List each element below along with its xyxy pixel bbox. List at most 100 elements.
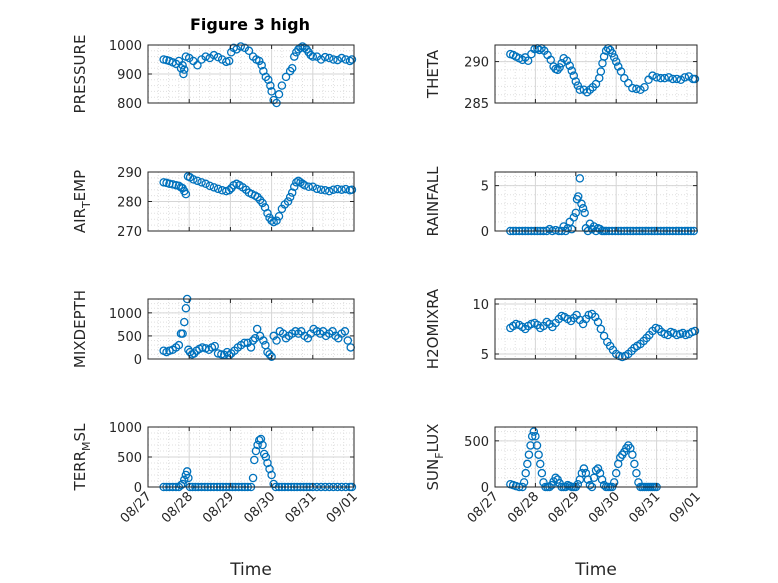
- data-point: [569, 213, 579, 222]
- data-point: [263, 209, 272, 218]
- y-axis-label: SUNFLUX: [424, 424, 446, 491]
- data-point: [523, 459, 532, 469]
- x-axis-label: Time: [229, 560, 272, 580]
- data-point: [616, 67, 626, 76]
- data-point: [320, 52, 330, 62]
- data-point: [578, 204, 588, 213]
- y-axis-label: H2OMIXRA: [424, 288, 442, 369]
- y-tick-label: 285: [464, 97, 489, 112]
- axes-box: [494, 298, 698, 360]
- data-point: [277, 81, 287, 90]
- data-point: [329, 185, 338, 194]
- data-point: [553, 65, 562, 75]
- data-point: [347, 55, 357, 64]
- data-point: [267, 470, 276, 480]
- data-point: [567, 66, 577, 75]
- figure-title: Figure 3 high: [190, 15, 310, 34]
- y-axis-label: THETA: [424, 49, 442, 99]
- data-point: [316, 185, 326, 194]
- data-point: [180, 65, 189, 74]
- y-tick-label: 290: [464, 56, 489, 71]
- data-point: [573, 192, 583, 201]
- data-point: [535, 459, 545, 469]
- y-tick-label: 10: [472, 298, 489, 313]
- data-point: [596, 324, 606, 334]
- data-point: [267, 87, 276, 96]
- data-point: [189, 175, 198, 184]
- data-point: [640, 83, 649, 92]
- data-point: [329, 55, 338, 64]
- data-point: [312, 184, 322, 194]
- data-point: [290, 182, 299, 191]
- data-point: [620, 73, 629, 83]
- data-point: [628, 450, 637, 459]
- data-point: [224, 56, 234, 66]
- data-point: [251, 446, 261, 456]
- data-point: [274, 211, 284, 221]
- data-point: [680, 73, 690, 82]
- data-point: [609, 478, 619, 487]
- data-point: [201, 52, 210, 61]
- y-tick-label: 5: [481, 180, 489, 195]
- data-point: [521, 468, 530, 478]
- data-point: [189, 349, 199, 358]
- data-point: [193, 61, 202, 70]
- data-point: [209, 183, 219, 192]
- data-point: [532, 441, 542, 450]
- data-point: [250, 455, 259, 465]
- data-point: [213, 184, 223, 194]
- data-point: [252, 324, 262, 334]
- y-tick-label: 1000: [109, 421, 142, 436]
- y-tick-label: 800: [117, 97, 142, 112]
- data-point: [300, 181, 309, 190]
- axes-box: [494, 44, 698, 104]
- data-point: [179, 69, 188, 79]
- data-point: [174, 340, 184, 350]
- x-axis-label: Time: [574, 560, 617, 580]
- data-point: [325, 53, 334, 63]
- y-tick-label: 0: [134, 481, 142, 496]
- data-point: [624, 78, 633, 88]
- data-point: [672, 74, 682, 84]
- data-point: [248, 473, 258, 483]
- data-point: [664, 73, 673, 82]
- data-point: [210, 341, 219, 351]
- data-point: [577, 199, 586, 209]
- data-point: [180, 317, 189, 327]
- data-point: [181, 189, 191, 199]
- data-point: [583, 475, 593, 484]
- data-point: [534, 450, 543, 459]
- data-point: [648, 71, 657, 80]
- data-point: [555, 63, 564, 72]
- data-point: [290, 52, 299, 61]
- data-point: [236, 42, 245, 51]
- data-point: [577, 468, 587, 478]
- data-point: [557, 58, 566, 68]
- data-point: [611, 468, 621, 478]
- data-point: [264, 75, 273, 85]
- data-point: [611, 57, 621, 66]
- data-point: [333, 184, 342, 194]
- data-point: [266, 81, 275, 90]
- data-point: [593, 464, 603, 473]
- data-point: [281, 72, 291, 82]
- axes-box: [494, 426, 698, 488]
- data-point: [524, 450, 534, 459]
- data-point: [599, 480, 609, 490]
- data-point: [571, 208, 581, 218]
- chart-panel-2: 285 290 THETA: [424, 44, 700, 112]
- y-tick-label: 500: [117, 330, 142, 345]
- y-tick-label: 270: [117, 225, 142, 240]
- data-point: [287, 188, 297, 197]
- data-point: [337, 185, 346, 194]
- data-point: [527, 431, 537, 441]
- data-point: [579, 464, 589, 473]
- data-point: [259, 336, 268, 345]
- data-point: [580, 208, 589, 218]
- data-point: [285, 192, 295, 202]
- data-point: [523, 56, 533, 65]
- data-point: [575, 174, 585, 183]
- y-tick-label: 1000: [109, 39, 142, 54]
- data-point: [559, 222, 568, 231]
